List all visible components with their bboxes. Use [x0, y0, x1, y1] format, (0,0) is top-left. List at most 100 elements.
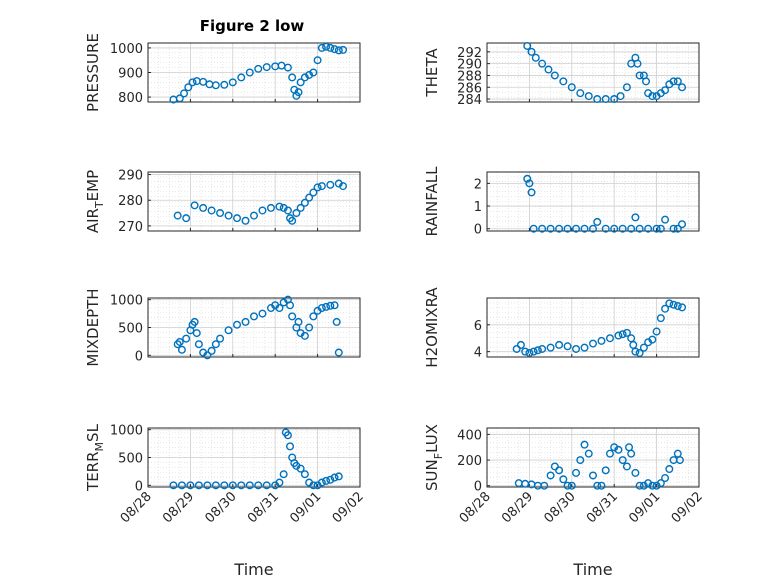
data-point: [173, 211, 182, 220]
data-point: [305, 70, 314, 79]
data-point: [254, 64, 263, 73]
data-point: [309, 68, 318, 77]
data-point: [173, 340, 182, 349]
x-tick-label: 08/30: [203, 489, 240, 526]
data-point: [241, 317, 250, 326]
y-tick-label: 280: [118, 194, 143, 209]
data-point: [249, 211, 258, 220]
data-point: [523, 174, 532, 183]
data-point: [593, 95, 602, 104]
data-point: [300, 331, 309, 340]
y-tick-label: 288: [457, 69, 482, 84]
y-axis-label: MIXDEPTH: [84, 288, 102, 366]
x-tick-label: 08/28: [457, 489, 494, 526]
data-point: [622, 462, 631, 471]
data-point: [673, 302, 682, 311]
data-point: [597, 336, 606, 345]
data-point: [233, 320, 242, 329]
data-point: [546, 343, 555, 352]
data-point: [275, 202, 284, 211]
axes-box: [486, 427, 700, 488]
data-point: [635, 348, 644, 357]
data-point: [563, 481, 572, 490]
data-point: [237, 73, 246, 82]
x-tick-label: 08/29: [160, 489, 197, 526]
panel-air_temp: 270 280 290 AIRTEMP: [84, 169, 361, 235]
data-point: [339, 45, 348, 54]
data-point: [184, 83, 193, 92]
data-point: [288, 73, 297, 82]
data-point: [296, 464, 305, 473]
data-point: [245, 481, 254, 490]
data-point: [317, 478, 326, 487]
y-axis-label: PRESSURE: [84, 33, 102, 112]
data-point: [555, 224, 564, 233]
data-point: [614, 331, 623, 340]
data-point: [228, 78, 237, 87]
data-point: [523, 41, 532, 50]
data-point: [648, 92, 657, 101]
data-point: [180, 89, 189, 98]
data-point: [245, 68, 254, 77]
panel-h2omixra: 4 6 H2OMIXRA: [423, 287, 700, 368]
y-tick-label: 0: [135, 479, 143, 494]
data-point: [635, 481, 644, 490]
y-tick-label: 284: [457, 93, 482, 108]
data-point: [305, 323, 314, 332]
data-point: [190, 201, 199, 210]
data-point: [309, 312, 318, 321]
data-point: [326, 475, 335, 484]
data-point: [326, 301, 335, 310]
data-point: [661, 86, 670, 95]
y-axis-label: SUNFLUX: [423, 424, 445, 491]
data-point: [555, 340, 564, 349]
y-tick-label: 1: [474, 200, 482, 215]
data-point: [300, 73, 309, 82]
data-point: [194, 340, 203, 349]
data-point: [665, 465, 674, 474]
data-point: [330, 473, 339, 482]
data-point: [627, 449, 636, 458]
data-point: [642, 77, 651, 86]
data-point: [525, 179, 534, 188]
axes-box: [486, 297, 700, 358]
data-point: [605, 334, 614, 343]
x-tick-label: 09/02: [669, 489, 706, 526]
data-point: [618, 224, 627, 233]
data-point: [673, 77, 682, 86]
data-point: [529, 224, 538, 233]
data-point: [533, 346, 542, 355]
data-point: [175, 94, 184, 103]
x-tick-label: 09/02: [330, 489, 367, 526]
figure-title: Figure 2 low: [200, 17, 305, 35]
y-tick-label: 292: [457, 46, 482, 61]
data-point: [169, 481, 178, 490]
data-point: [203, 351, 212, 360]
data-point: [317, 304, 326, 313]
data-point: [283, 206, 292, 215]
data-point: [199, 203, 208, 212]
data-point: [313, 183, 322, 192]
data-point: [237, 481, 246, 490]
data-point: [332, 317, 341, 326]
data-point: [334, 348, 343, 357]
data-point: [627, 224, 636, 233]
data-point: [275, 478, 284, 487]
data-point: [254, 481, 263, 490]
data-point: [555, 466, 564, 475]
data-point: [610, 95, 619, 104]
data-point: [576, 89, 585, 98]
panel-rainfall: 0 1 2 RAINFALL: [423, 166, 700, 238]
data-point: [527, 47, 536, 56]
data-point: [616, 92, 625, 101]
data-point: [262, 63, 271, 72]
data-point: [656, 314, 665, 323]
data-point: [538, 224, 547, 233]
y-axis-label: AIRTEMP: [84, 170, 106, 233]
data-point: [678, 303, 687, 312]
y-tick-label: 1000: [110, 424, 143, 439]
data-point: [334, 46, 343, 55]
data-point: [313, 56, 322, 65]
data-point: [589, 339, 598, 348]
data-point: [203, 481, 212, 490]
